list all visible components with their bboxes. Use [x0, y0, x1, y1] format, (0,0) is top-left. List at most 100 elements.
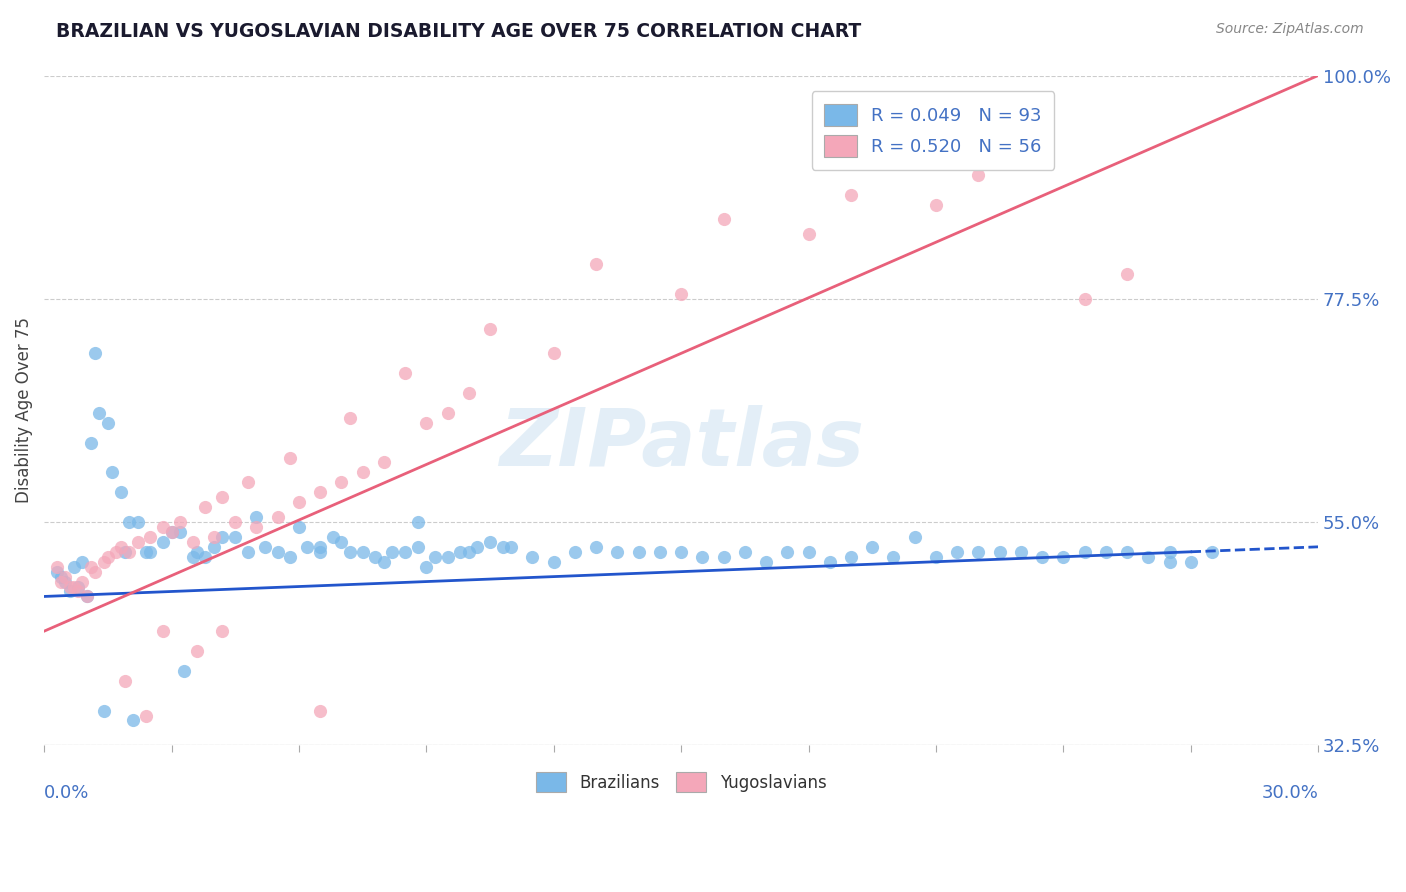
- Point: [53, 574, 76, 589]
- Point: [266, 545, 288, 559]
- Point: [288, 495, 311, 509]
- Point: [373, 455, 395, 469]
- Point: [1073, 545, 1095, 559]
- Point: [492, 540, 515, 554]
- Point: [1137, 549, 1160, 564]
- Point: [53, 569, 76, 583]
- Point: [479, 534, 502, 549]
- Point: [1159, 555, 1181, 569]
- Point: [406, 515, 429, 529]
- Point: [564, 545, 586, 559]
- Point: [797, 545, 820, 559]
- Point: [245, 520, 267, 534]
- Point: [415, 559, 437, 574]
- Point: [114, 545, 136, 559]
- Point: [181, 534, 204, 549]
- Point: [152, 520, 174, 534]
- Point: [606, 545, 628, 559]
- Point: [135, 545, 157, 559]
- Point: [76, 590, 98, 604]
- Point: [501, 540, 523, 554]
- Point: [423, 549, 446, 564]
- Point: [280, 549, 302, 564]
- Point: [669, 545, 692, 559]
- Point: [45, 559, 67, 574]
- Point: [135, 708, 157, 723]
- Point: [76, 590, 98, 604]
- Point: [465, 540, 488, 554]
- Text: BRAZILIAN VS YUGOSLAVIAN DISABILITY AGE OVER 75 CORRELATION CHART: BRAZILIAN VS YUGOSLAVIAN DISABILITY AGE …: [56, 22, 862, 41]
- Point: [58, 580, 80, 594]
- Point: [1052, 549, 1074, 564]
- Point: [114, 673, 136, 688]
- Point: [309, 540, 332, 554]
- Point: [925, 549, 948, 564]
- Point: [543, 555, 565, 569]
- Point: [105, 545, 128, 559]
- Point: [84, 565, 107, 579]
- Point: [818, 555, 841, 569]
- Point: [280, 450, 302, 465]
- Point: [713, 212, 735, 227]
- Point: [839, 549, 862, 564]
- Point: [93, 704, 115, 718]
- Point: [797, 227, 820, 242]
- Point: [352, 545, 374, 559]
- Point: [152, 534, 174, 549]
- Point: [904, 530, 927, 544]
- Point: [925, 197, 948, 211]
- Point: [202, 540, 225, 554]
- Point: [585, 540, 607, 554]
- Point: [1159, 545, 1181, 559]
- Point: [253, 540, 276, 554]
- Point: [127, 515, 149, 529]
- Point: [236, 475, 259, 490]
- Point: [946, 545, 969, 559]
- Point: [1180, 555, 1202, 569]
- Point: [139, 530, 162, 544]
- Point: [967, 545, 990, 559]
- Point: [110, 485, 132, 500]
- Point: [522, 549, 544, 564]
- Point: [330, 534, 353, 549]
- Point: [186, 545, 208, 559]
- Text: 30.0%: 30.0%: [1261, 784, 1319, 802]
- Point: [97, 416, 120, 430]
- Point: [45, 565, 67, 579]
- Point: [211, 490, 233, 504]
- Point: [627, 545, 650, 559]
- Point: [97, 549, 120, 564]
- Point: [288, 520, 311, 534]
- Point: [297, 540, 319, 554]
- Point: [449, 545, 471, 559]
- Point: [755, 555, 778, 569]
- Point: [194, 500, 217, 515]
- Point: [169, 515, 191, 529]
- Point: [181, 549, 204, 564]
- Point: [160, 524, 183, 539]
- Point: [322, 530, 344, 544]
- Point: [967, 168, 990, 182]
- Point: [202, 530, 225, 544]
- Point: [457, 386, 479, 401]
- Point: [339, 545, 361, 559]
- Point: [585, 257, 607, 271]
- Point: [127, 534, 149, 549]
- Point: [80, 435, 103, 450]
- Point: [63, 580, 86, 594]
- Point: [309, 485, 332, 500]
- Point: [394, 545, 416, 559]
- Text: ZIPatlas: ZIPatlas: [499, 405, 863, 483]
- Point: [211, 530, 233, 544]
- Point: [479, 321, 502, 335]
- Point: [80, 559, 103, 574]
- Point: [988, 545, 1011, 559]
- Point: [1116, 545, 1139, 559]
- Point: [211, 624, 233, 639]
- Point: [1031, 549, 1053, 564]
- Point: [713, 549, 735, 564]
- Point: [160, 524, 183, 539]
- Point: [173, 664, 195, 678]
- Point: [118, 545, 141, 559]
- Text: Source: ZipAtlas.com: Source: ZipAtlas.com: [1216, 22, 1364, 37]
